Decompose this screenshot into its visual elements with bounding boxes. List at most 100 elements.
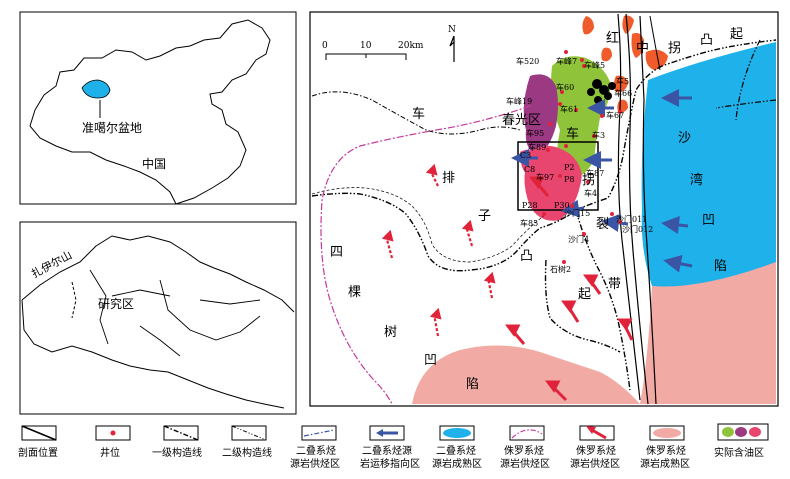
basin-shape xyxy=(81,79,111,99)
hongche-fault-1 xyxy=(617,13,641,401)
well-label-chefeng7: 车峰7 xyxy=(556,56,577,66)
legend-item-fault1: 一级构造线 xyxy=(152,425,202,459)
shawan-mature-area xyxy=(641,42,776,287)
region-zhong: 中 xyxy=(636,41,649,56)
basin-label: 准噶尔盆地 xyxy=(82,120,142,135)
region-ke: 棵 xyxy=(348,285,361,300)
region-outline xyxy=(21,235,295,409)
legend-label-j-boundary-1: 侏罗系烃 xyxy=(504,444,544,457)
region-ao2: 凹 xyxy=(702,213,715,228)
well-label-che67: 车67 xyxy=(606,110,624,120)
well-label-che5: 车5 xyxy=(616,76,629,86)
legend-label-j-mature-1: 侏罗系烃 xyxy=(646,444,686,457)
well-label-p28: P28 xyxy=(522,201,538,210)
region-sha: 沙 xyxy=(678,131,691,146)
legend-label-oil: 实际含油区 xyxy=(714,446,764,459)
well-label-che95: 车95 xyxy=(526,128,544,138)
legend-item-fault2: 二级构造线 xyxy=(222,425,272,459)
fault-first-order-2 xyxy=(575,209,631,391)
well-label-che66: 车66 xyxy=(614,88,632,98)
well-label-chefeng19: 车峰19 xyxy=(506,96,532,106)
well-label-che4: 车4 xyxy=(584,188,597,198)
wells xyxy=(542,50,622,264)
legend-label-p-boundary-1: 二叠系烃 xyxy=(296,444,336,457)
region-chunguang: 春光区 xyxy=(502,113,541,128)
oil-area-purple xyxy=(523,74,558,156)
china-outline xyxy=(29,19,271,205)
oil-area-orange-1 xyxy=(582,16,594,35)
scale-tick-20: 20km xyxy=(398,41,424,51)
fault-second-order xyxy=(311,91,521,135)
region-qi: 起 xyxy=(730,27,743,42)
well-label-che89: 车89 xyxy=(528,142,546,152)
hongche-fault-4 xyxy=(649,15,661,71)
internal-boundaries xyxy=(89,269,261,357)
region-tu2: 凸 xyxy=(520,249,533,264)
jurassic-mature-area-east xyxy=(640,262,776,404)
legend-label-fault1: 一级构造线 xyxy=(152,446,202,459)
scale-tick-10: 10 xyxy=(360,41,372,51)
oil-area-orange-5 xyxy=(645,49,668,70)
region-xian: 陷 xyxy=(466,377,479,392)
well-label-che87: 车87 xyxy=(586,168,604,178)
legend-label-j-migration-2: 源岩供烃区 xyxy=(570,457,620,470)
region-dai: 带 xyxy=(608,277,621,292)
permian-boundary xyxy=(311,187,547,263)
legend-label-fault2: 二级构造线 xyxy=(222,446,272,459)
legend-label-well: 井位 xyxy=(100,446,120,459)
region-wan: 湾 xyxy=(690,172,703,188)
well-label-shishu2: 石树2 xyxy=(550,264,571,274)
north-label: N xyxy=(448,25,456,35)
legend-label-j-migration-1: 侏罗系烃 xyxy=(576,444,616,457)
legend-label-j-boundary-2: 源岩供烃区 xyxy=(500,457,550,470)
fault-first-order-4 xyxy=(715,39,777,121)
country-label: 中国 xyxy=(142,156,166,171)
legend-label-p-mature-2: 源岩成熟区 xyxy=(432,457,482,470)
jurassic-mature-area-south xyxy=(412,345,640,404)
well-label-che61: 车61 xyxy=(560,104,578,114)
legend-item-j-migration: 侏罗系烃 源岩供烃区 xyxy=(570,425,620,470)
legend-item-j-mature: 侏罗系烃 源岩成熟区 xyxy=(640,425,690,470)
legend-item-p-mature: 二叠系烃 源岩成熟区 xyxy=(432,425,482,470)
region-tu: 凸 xyxy=(700,33,713,48)
region-labels: 红 中 拐 凸 起 车 春光区 车 排 子 凸 起 四 棵 树 凹 陷 沙 湾 … xyxy=(330,27,743,392)
fault-first-order-3 xyxy=(544,259,621,353)
legend-item-well: 井位 xyxy=(95,425,131,459)
region-zi: 子 xyxy=(478,209,491,224)
well-label-che97: 车97 xyxy=(536,172,554,182)
well-label-che85: 车85 xyxy=(520,218,538,228)
well-label-p8: P8 xyxy=(564,175,574,184)
region-guai2: 拐 xyxy=(582,173,595,188)
jurassic-dashed-arrows xyxy=(381,163,496,337)
region-lie: 裂 xyxy=(596,217,609,232)
region-che-main: 车 xyxy=(566,126,579,142)
inset-region: 扎伊尔山 研究区 xyxy=(19,221,297,415)
region-xian2: 陷 xyxy=(714,259,727,274)
hongche-fault-2 xyxy=(625,13,649,405)
legend-item-j-boundary: 侏罗系烃 源岩供烃区 xyxy=(500,425,550,470)
region-si: 四 xyxy=(330,245,343,260)
legend-item-oil: 实际含油区 xyxy=(714,423,769,459)
region-shu: 树 xyxy=(384,325,397,340)
well-label-p2: P2 xyxy=(564,163,574,172)
oil-area-orange-2 xyxy=(622,15,634,34)
well-label-shamen012: 沙门012 xyxy=(622,224,653,234)
jurassic-boundary xyxy=(320,105,531,405)
region-pai: 排 xyxy=(442,171,455,186)
legend-label-j-mature-2: 源岩成熟区 xyxy=(640,457,690,470)
jurassic-solid-arrows xyxy=(505,176,634,402)
legend-item-p-migration: 二叠系烃源 岩运移指向区 xyxy=(360,425,420,470)
inset-china: 准噶尔盆地 中国 xyxy=(19,11,297,205)
study-box xyxy=(517,141,599,211)
region-che-left: 车 xyxy=(412,106,425,122)
well-label-shamen011: 沙门011 xyxy=(616,214,647,224)
legend-label-p-migration-2: 岩运移指向区 xyxy=(360,457,420,470)
well-label-c3: C3 xyxy=(520,151,531,160)
region-guai: 拐 xyxy=(668,41,681,56)
well-label-shamen15: 沙门15 xyxy=(564,208,590,218)
well-label-chefeng5: 车峰5 xyxy=(584,60,605,70)
region-qi2: 起 xyxy=(578,287,591,302)
well-label-shamen4: 沙门4 xyxy=(568,234,589,244)
well-label-che60: 车60 xyxy=(556,82,574,92)
